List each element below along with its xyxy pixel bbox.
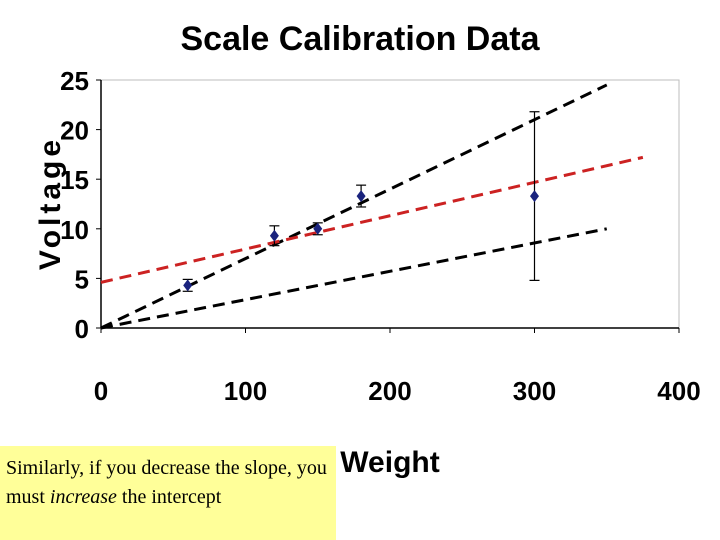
reduced-slope-fit-line xyxy=(100,155,644,284)
data-points xyxy=(183,190,539,292)
data-point xyxy=(313,222,323,235)
x-tick-label: 300 xyxy=(513,376,556,406)
x-axis-title: Weight xyxy=(340,446,439,479)
shallow-fit-line xyxy=(100,227,608,330)
x-tick-label: 0 xyxy=(94,376,108,406)
x-tick-label: 400 xyxy=(657,376,700,406)
note-emphasis: increase xyxy=(49,486,117,508)
y-tick-label: 5 xyxy=(75,264,89,294)
y-tick-label: 20 xyxy=(60,116,89,146)
fit-lines xyxy=(100,83,644,330)
axes xyxy=(96,79,680,333)
y-tick-label: 10 xyxy=(60,215,89,245)
steep-fit-line xyxy=(100,83,608,330)
chart-title: Scale Calibration Data xyxy=(180,20,540,58)
x-tick-label: 100 xyxy=(224,376,267,406)
y-tick-label: 15 xyxy=(60,165,89,195)
annotation-note: Similarly, if you decrease the slope, yo… xyxy=(0,446,336,540)
y-tick-label: 25 xyxy=(60,66,89,96)
data-point xyxy=(269,229,279,242)
data-point xyxy=(356,190,366,203)
data-point xyxy=(183,279,193,292)
x-tick-label: 200 xyxy=(368,376,411,406)
y-axis-title: Voltage xyxy=(34,136,67,270)
data-point xyxy=(530,190,539,203)
y-tick-label: 0 xyxy=(75,314,89,344)
note-text-after: the intercept xyxy=(116,486,222,508)
note-text-before: Similarly, if you decrease the slope, yo… xyxy=(6,457,327,508)
tick-labels: 0 5 10 15 20 25 0 100 200 300 400 xyxy=(60,66,701,406)
